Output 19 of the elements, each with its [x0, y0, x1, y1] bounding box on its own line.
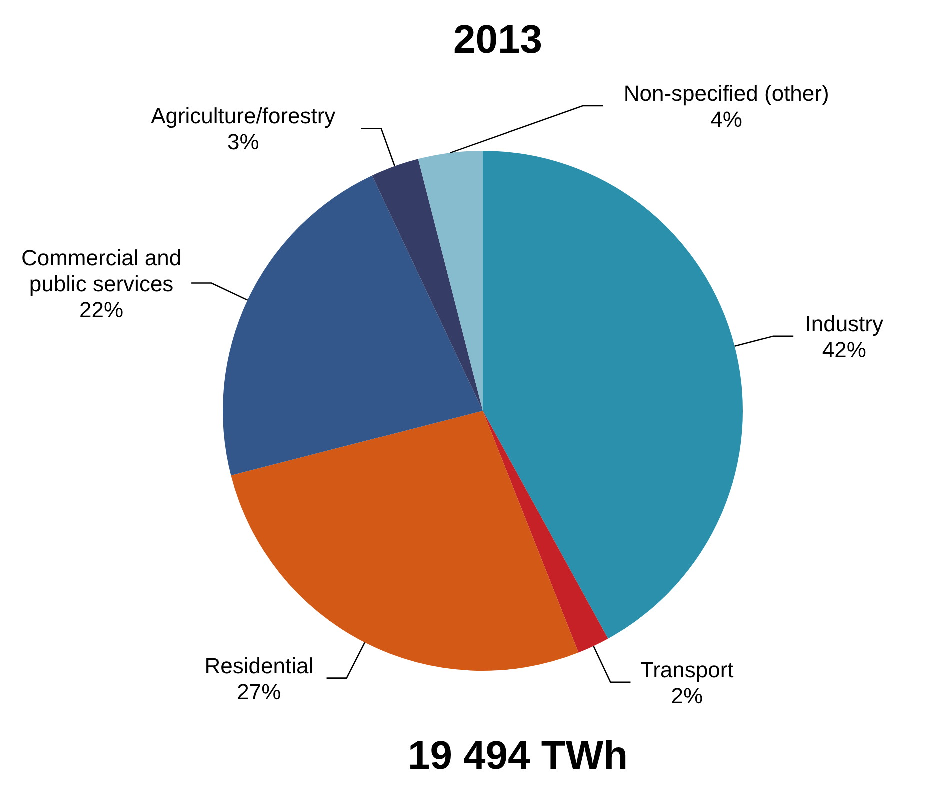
- pie-slice: [223, 176, 483, 476]
- pie-slice: [483, 411, 608, 653]
- data-label: 2%: [671, 682, 704, 708]
- data-label: 27%: [237, 678, 282, 704]
- slice-label: Commercial and public services: [21, 244, 182, 296]
- data-label: 4%: [710, 106, 742, 132]
- text: 19 494 TWh: [408, 734, 628, 778]
- slice-label: Non-specified (other): [624, 80, 830, 106]
- data-label: 42%: [822, 336, 866, 362]
- data-label: 22%: [80, 296, 124, 322]
- pie-slice: [418, 151, 483, 411]
- slice-label: Agriculture/forestry: [151, 103, 336, 128]
- slice-label: Residential: [204, 652, 314, 678]
- chart-title: 2013: [454, 18, 542, 62]
- slice-label: Transport: [640, 656, 734, 682]
- data-label: 3%: [227, 129, 260, 154]
- pie-slice: [483, 151, 742, 639]
- slice-label: Industry: [805, 310, 884, 336]
- pie-slice: [372, 159, 483, 411]
